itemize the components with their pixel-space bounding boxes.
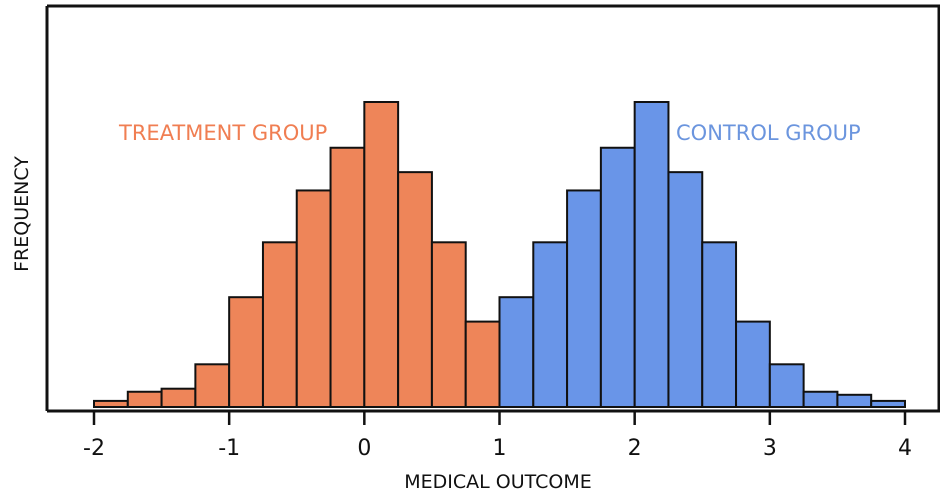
treatment-bar-6 <box>295 189 332 408</box>
control-bar-10 <box>836 393 873 408</box>
control-bars <box>498 101 906 409</box>
treatment-bar-0 <box>93 399 129 408</box>
treatment-bars <box>93 101 636 409</box>
control-bar-3 <box>599 146 636 408</box>
treatment-bar-1 <box>126 390 163 408</box>
treatment-bar-10 <box>430 241 467 408</box>
treatment-bar-3 <box>194 363 231 408</box>
x-axis-title: MEDICAL OUTCOME <box>404 471 592 493</box>
x-tick-label-2: 0 <box>357 436 371 461</box>
control-bar-9 <box>802 390 839 408</box>
x-tick-label-4: 2 <box>628 436 642 461</box>
y-axis-title: FREQUENCY <box>11 156 33 272</box>
treatment-bar-7 <box>329 146 366 408</box>
x-ticks: -2 -1 0 1 2 3 4 <box>83 411 912 461</box>
axes <box>45 4 940 413</box>
x-tick-label-1: -1 <box>218 436 240 461</box>
control-bar-1 <box>532 241 569 408</box>
treatment-bar-8 <box>363 101 400 408</box>
treatment-bar-9 <box>397 171 433 408</box>
control-bar-7 <box>735 320 771 409</box>
control-bar-8 <box>768 363 805 408</box>
treatment-bar-2 <box>160 387 197 409</box>
control-bar-0 <box>498 296 535 409</box>
control-bar-11 <box>870 399 906 408</box>
control-group-label: CONTROL GROUP <box>676 121 861 145</box>
control-bar-6 <box>701 241 738 408</box>
x-tick-label-0: -2 <box>83 436 105 461</box>
treatment-bar-11 <box>464 320 501 409</box>
control-bar-4 <box>633 101 670 408</box>
treatment-group-label: TREATMENT GROUP <box>118 121 327 145</box>
x-tick-label-3: 1 <box>493 436 507 461</box>
control-bar-5 <box>667 171 704 408</box>
x-tick-label-5: 3 <box>763 436 777 461</box>
treatment-bar-5 <box>261 241 298 408</box>
control-bar-2 <box>566 189 602 408</box>
treatment-bar-4 <box>228 296 264 409</box>
x-tick-label-6: 4 <box>898 436 912 461</box>
